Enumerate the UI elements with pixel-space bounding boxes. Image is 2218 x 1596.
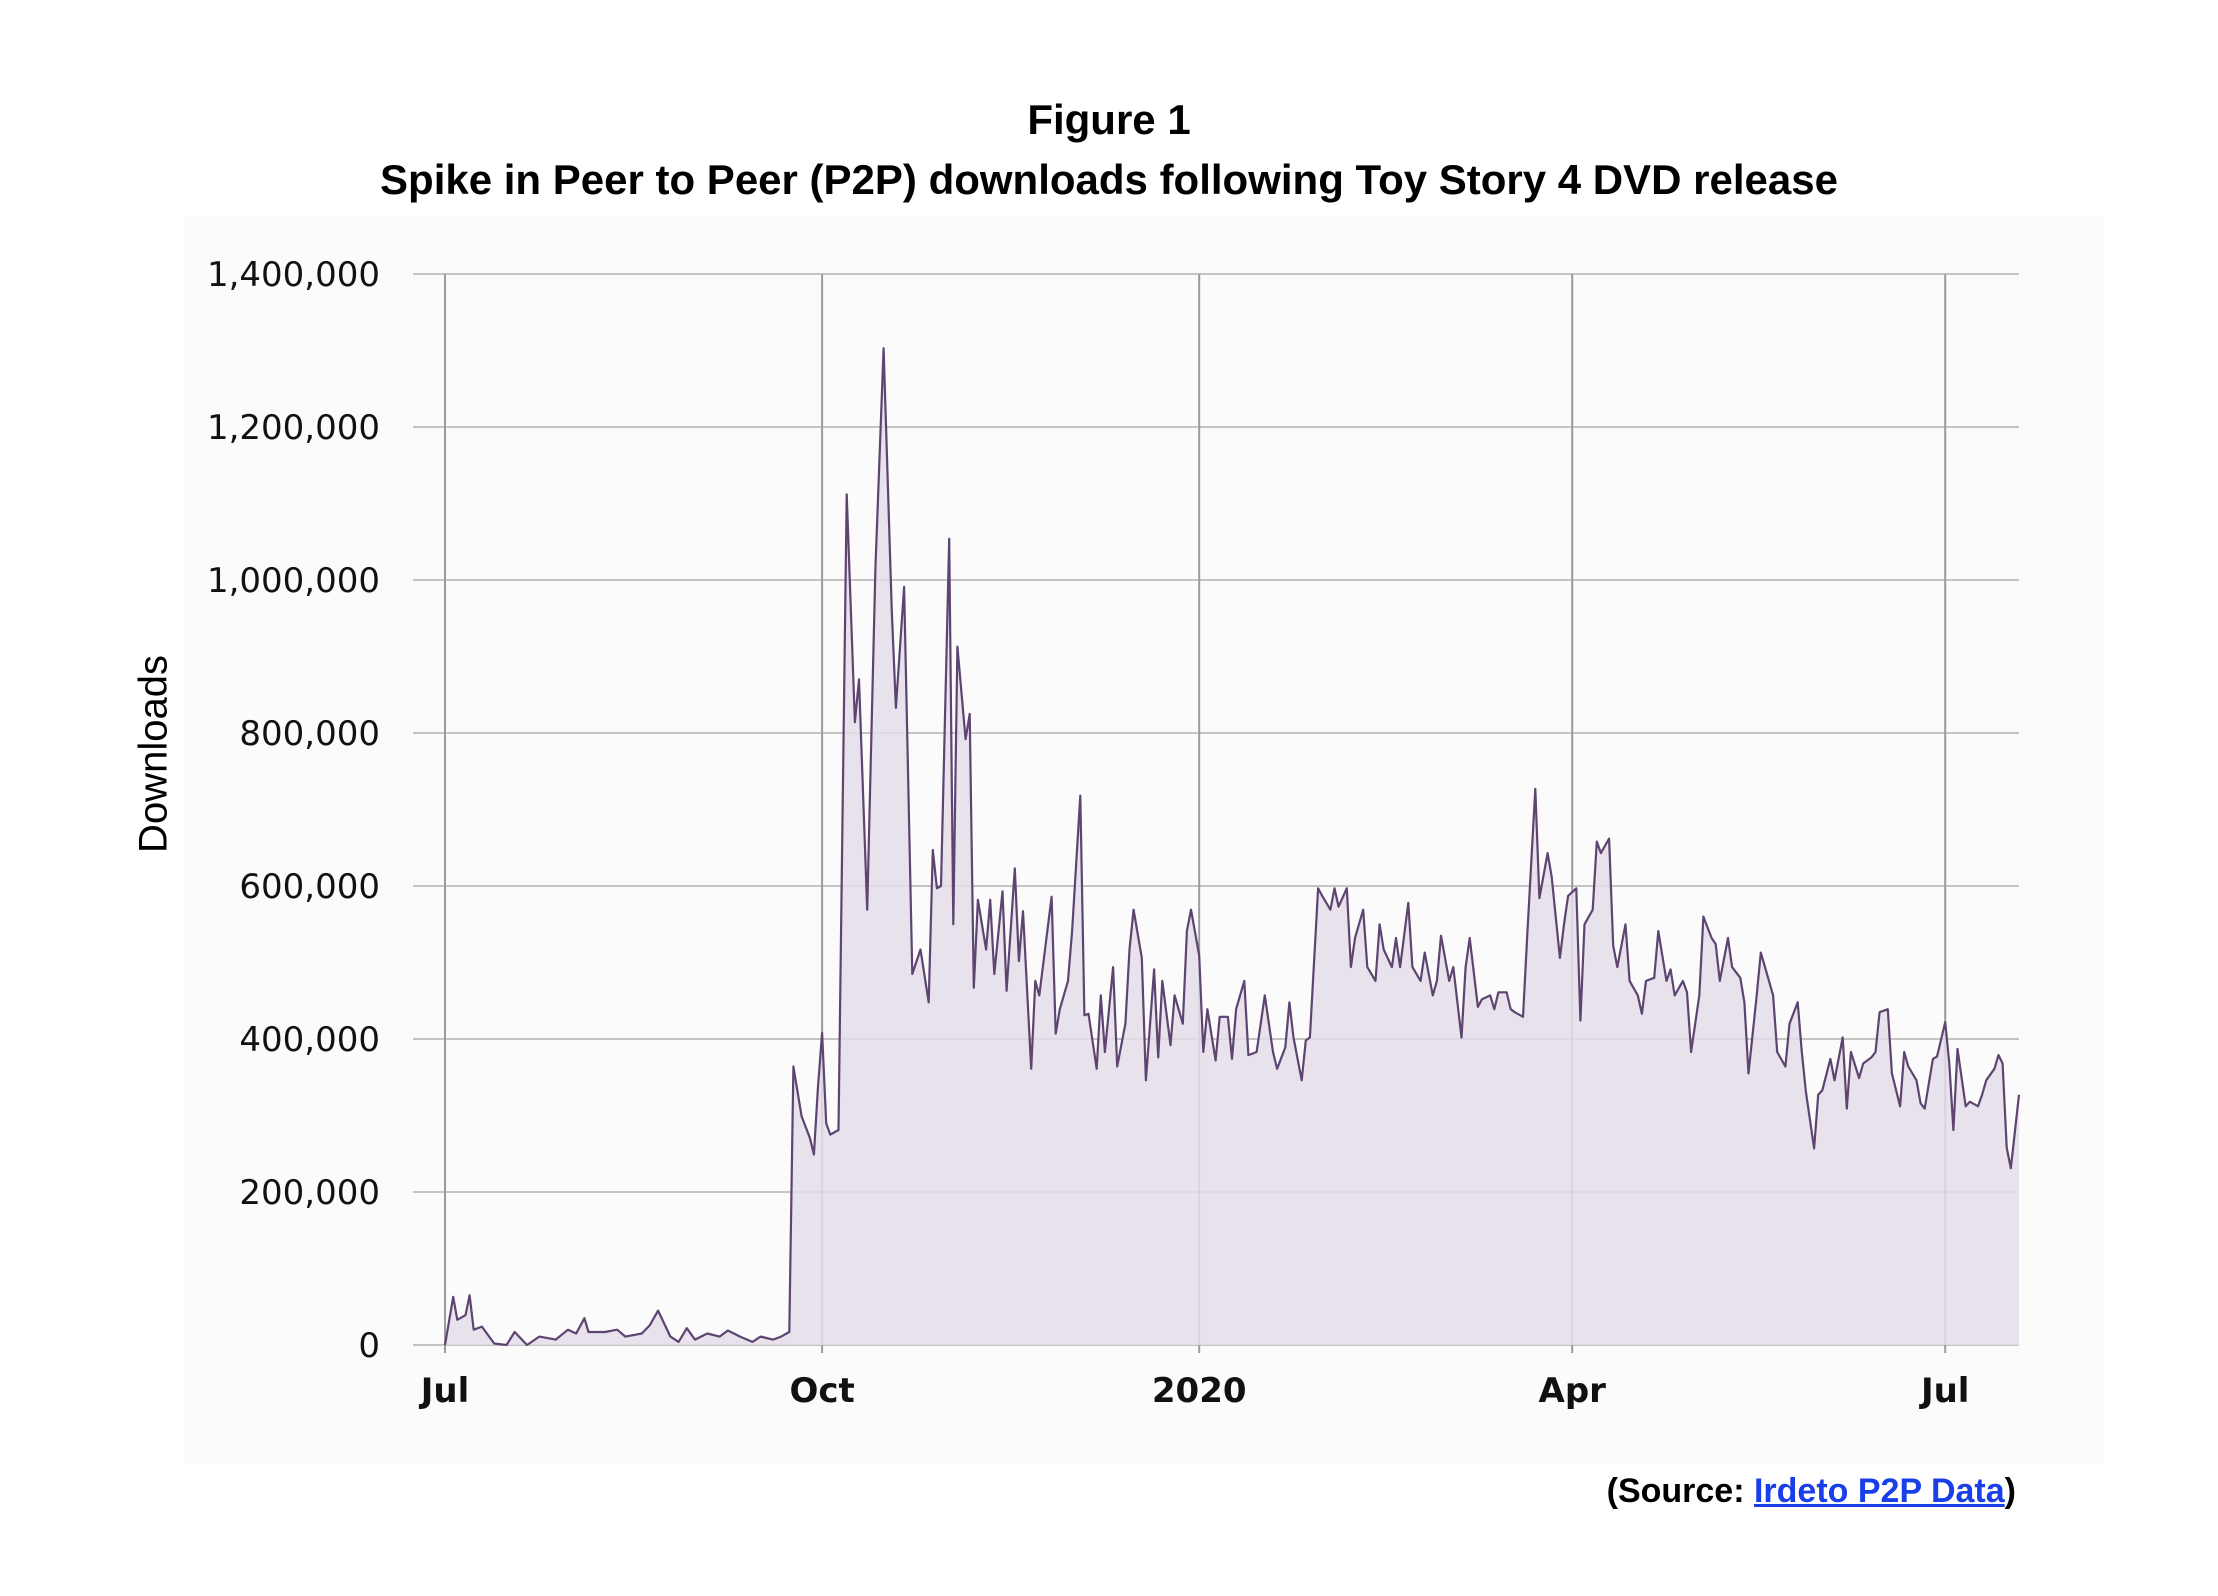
y-axis-ticks: 0 200,000 400,000 600,000 800,000 1,000,000 1,… (207, 255, 380, 1366)
x-tick-label: Jul (1919, 1371, 1970, 1411)
x-tick-label: Apr (1539, 1371, 1607, 1411)
series-downloads (443, 347, 2021, 1347)
y-tick-label: 400,000 (239, 1020, 380, 1060)
y-tick-label: 1,400,000 (207, 255, 380, 295)
x-tick-label: Jul (419, 1371, 470, 1411)
x-tick-label: 2020 (1152, 1371, 1247, 1411)
source-prefix: (Source: (1606, 1472, 1754, 1510)
y-tick-label: 1,200,000 (207, 408, 380, 448)
y-tick-label: 1,000,000 (207, 561, 380, 601)
y-axis-label: Downloads (131, 655, 176, 853)
source-suffix: ) (2004, 1472, 2016, 1510)
y-tick-label: 800,000 (239, 714, 380, 754)
y-tick-label: 600,000 (239, 867, 380, 907)
y-tick-label: 200,000 (239, 1173, 380, 1213)
x-axis-ticks: Jul Oct 2020 Apr Jul (419, 1371, 1970, 1411)
source-link[interactable]: Irdeto P2P Data (1753, 1472, 2005, 1510)
source-note: (Source: Irdeto P2P Data) (1607, 1472, 2016, 1511)
figure-title: Figure 1 (1027, 96, 1191, 143)
area-fill (445, 348, 2019, 1345)
x-tick-label: Oct (789, 1371, 854, 1411)
chart-subtitle: Spike in Peer to Peer (P2P) downloads fo… (380, 156, 1838, 203)
y-tick-label: 0 (358, 1326, 380, 1366)
series-line (443, 347, 2021, 1347)
